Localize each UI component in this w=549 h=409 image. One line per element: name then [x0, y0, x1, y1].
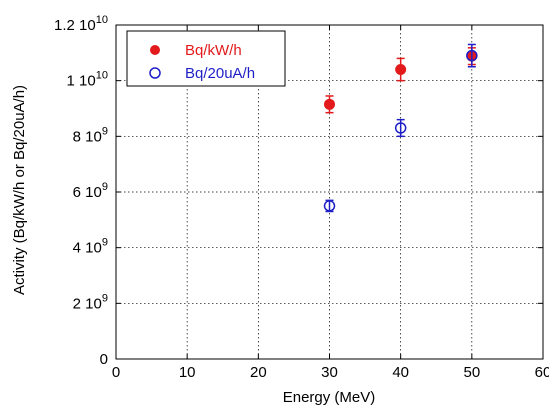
- plot-frame: [115, 24, 544, 360]
- legend-box: [126, 30, 286, 87]
- x-tick-label: 60: [535, 364, 549, 381]
- legend-label-bq-kw-h: Bq/kW/h: [185, 42, 242, 59]
- y-tick-label: 1 1010: [67, 70, 108, 90]
- x-tick-label: 30: [321, 364, 338, 381]
- y-tick-labels: 0 2 109 4 109 6 109 8 109 1 1010 1.2 1010: [54, 14, 108, 368]
- series: [323, 43, 478, 213]
- legend-label-bq-20ua-h: Bq/20uA/h: [185, 65, 255, 82]
- x-tick-label: 40: [392, 364, 409, 381]
- x-tick-label: 0: [112, 364, 120, 381]
- y-tick-label: 0: [100, 351, 108, 368]
- x-tick-labels: 0 10 20 30 40 50 60: [112, 364, 549, 381]
- data-point: [324, 98, 335, 110]
- x-tick-label: 20: [250, 364, 267, 381]
- x-axis-label: Energy (MeV): [283, 389, 376, 406]
- grid-lines: [116, 25, 543, 359]
- y-axis-label: Activity (Bq/kW/h or Bq/20uA/h): [11, 85, 28, 295]
- y-tick-label: 1.2 1010: [54, 14, 108, 34]
- legend-marker-bq-kw-h: [150, 45, 160, 55]
- data-point: [466, 49, 478, 62]
- x-tick-label: 50: [463, 364, 480, 381]
- data-point: [394, 122, 407, 134]
- data-point: [395, 64, 407, 76]
- y-tick-label: 4 109: [73, 237, 108, 257]
- legend-marker-bq-20ua-h: [149, 67, 161, 79]
- x-tick-label: 10: [179, 364, 196, 381]
- legend: Bq/kW/h Bq/20uA/h: [126, 30, 286, 87]
- y-tick-label: 2 109: [73, 292, 108, 312]
- y-tick-label: 6 109: [73, 181, 108, 201]
- data-point: [323, 200, 336, 212]
- series-bq-20ua-h: [323, 43, 478, 213]
- y-tick-label: 8 109: [73, 125, 108, 145]
